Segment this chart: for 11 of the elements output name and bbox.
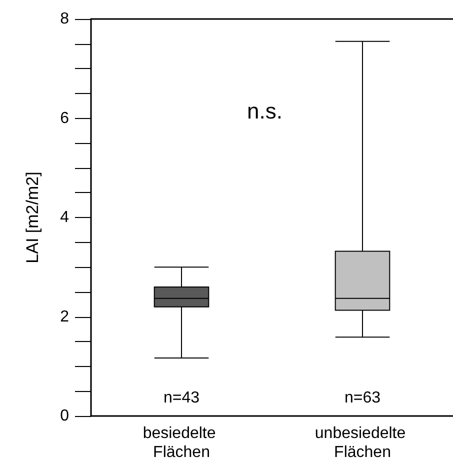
annotation: n=43 [163,390,200,406]
y-tick-label: 0 [60,408,70,424]
y-tick-label: 8 [60,10,70,28]
annotation: n.s. [247,98,282,124]
y-tick-label: 6 [60,110,70,127]
x-tick-label: unbesiedelte Flächen [314,425,410,461]
y-tick-label: 4 [60,209,70,226]
annotation: n=63 [344,390,381,406]
y-tick-label: 2 [60,308,70,326]
y-axis-title: LAI [m2/m2] [23,172,42,264]
x-tick-label: besiedelte Flächen [142,425,220,461]
